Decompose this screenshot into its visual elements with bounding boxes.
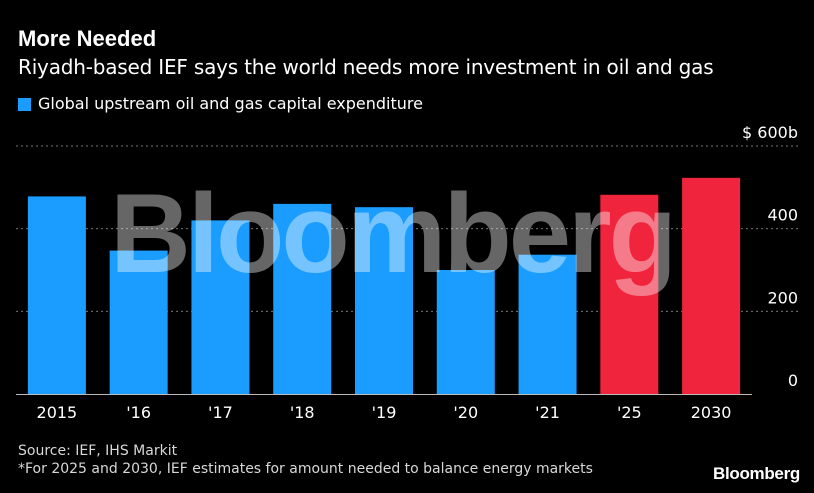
x-tick-label: 2015 [37, 403, 78, 422]
bar [436, 270, 495, 394]
x-tick-label: 2030 [691, 403, 732, 422]
y-tick-label: 0 [788, 371, 798, 390]
bars [27, 177, 741, 394]
x-tick-label: '16 [126, 403, 151, 422]
y-axis-ticks: 0 200 400 $ 600b [742, 123, 798, 390]
bar [518, 254, 577, 394]
legend: Global upstream oil and gas capital expe… [18, 94, 423, 114]
bar-estimate [600, 194, 659, 394]
y-tick-label: 400 [767, 206, 798, 225]
chart-title: More Needed [18, 26, 157, 51]
x-axis-ticks: 2015 '16 '17 '18 '19 '20 '21 '25 2030 [37, 403, 732, 422]
x-tick-label: '25 [617, 403, 642, 422]
legend-swatch [18, 97, 31, 111]
bar [191, 220, 250, 394]
bloomberg-logo: Bloomberg [712, 464, 800, 483]
source-note: Source: IEF, IHS Markit [18, 443, 178, 459]
x-tick-label: '17 [208, 403, 233, 422]
y-tick-label: 200 [767, 288, 798, 307]
footnote: *For 2025 and 2030, IEF estimates for am… [18, 461, 593, 477]
bar [27, 196, 86, 394]
bar [109, 250, 168, 394]
legend-label: Global upstream oil and gas capital expe… [38, 94, 423, 113]
chart-subtitle: Riyadh-based IEF says the world needs mo… [18, 55, 714, 79]
bar [273, 203, 332, 394]
y-tick-label: $ 600b [742, 123, 798, 142]
bar-estimate [682, 177, 741, 394]
x-tick-label: '21 [535, 403, 560, 422]
x-tick-label: '20 [453, 403, 478, 422]
x-tick-label: '19 [372, 403, 397, 422]
x-tick-label: '18 [290, 403, 315, 422]
bar [355, 207, 413, 394]
watermark: Bloomberg [110, 171, 674, 296]
